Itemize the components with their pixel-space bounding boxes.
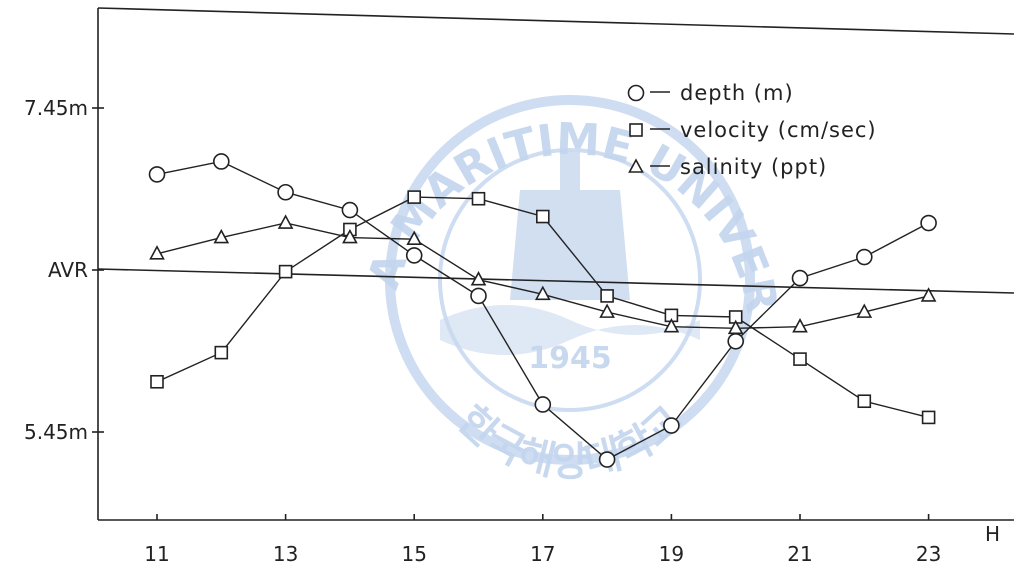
data-point-circle [470,287,487,305]
data-point-circle [405,247,423,264]
seal-emblem-icon [510,150,630,300]
legend-item: salinity (ppt) [628,155,827,179]
data-point-circle [148,166,166,183]
series-square [150,190,936,425]
seal-waves-icon [440,305,700,355]
data-point-square [278,264,293,279]
data-point-circle [341,201,359,219]
data-point-triangle [406,230,423,246]
x-tick-label: 15 [401,542,426,566]
data-point-square [407,190,422,204]
data-point-triangle [599,303,615,318]
series-group [148,153,937,468]
data-point-triangle [534,285,551,301]
x-tick-label: 11 [144,542,169,566]
data-point-triangle [920,287,937,302]
data-point-triangle [149,245,165,260]
university-seal-watermark: KOREA MARITIME UNIVERSITY 1945 한국해양대학교 [0,0,787,485]
data-point-circle [791,269,809,287]
data-point-circle [598,451,616,468]
x-tick-label: 23 [916,542,941,566]
data-point-triangle [663,318,680,333]
data-point-triangle [342,228,358,244]
data-point-circle [920,214,937,232]
data-point-circle [727,332,745,350]
data-point-triangle [792,318,808,333]
legend: depth (m) velocity (cm/sec) salinity (ppt) [627,81,877,179]
x-tick-label: 13 [273,542,298,566]
legend-marker-circle [627,84,645,102]
data-point-square [857,394,872,409]
data-point-triangle [856,303,873,318]
data-point-circle [277,183,294,201]
x-axis-label: H [985,522,1000,546]
data-point-square [535,209,550,224]
data-point-triangle [213,228,230,244]
series-triangle [149,214,937,335]
x-tick-label: 17 [530,542,555,566]
data-point-square [214,345,229,360]
data-point-triangle [727,319,744,335]
axes [97,7,1014,521]
x-ticks: 11 13 15 17 19 21 23 [144,514,941,566]
data-point-circle [663,417,680,434]
legend-label: velocity (cm/sec) [680,118,877,142]
data-point-square [921,410,936,425]
legend-marker-square [629,123,643,137]
legend-item: velocity (cm/sec) [629,118,877,142]
x-tick-label: 19 [659,542,684,566]
data-point-circle [534,396,552,413]
data-point-square [600,289,614,303]
data-point-triangle [470,271,487,286]
y-tick-label: 5.45m [24,420,88,444]
average-reference-line [97,268,1014,294]
y-ticks: 7.45m AVR 5.45m [24,96,104,444]
x-tick-label: 21 [787,542,812,566]
legend-label: salinity (ppt) [680,155,827,179]
seal-year: 1945 [528,341,612,376]
data-point-circle [213,153,230,170]
seal-ring [385,95,755,465]
y-tick-label: 7.45m [24,96,88,120]
data-point-circle [855,248,873,266]
data-point-square [793,352,807,366]
legend-marker-triangle [628,158,644,173]
data-point-square [471,191,486,206]
y-tick-label: AVR [48,258,88,282]
data-point-triangle [277,214,294,229]
series-circle [148,153,937,468]
legend-label: depth (m) [680,81,794,105]
data-point-square [150,374,164,389]
legend-item: depth (m) [627,81,794,105]
top-border-line [97,7,1014,35]
